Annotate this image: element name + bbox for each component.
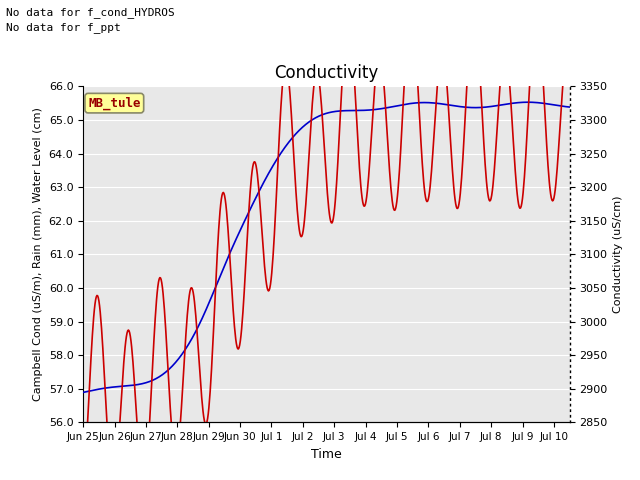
Y-axis label: Campbell Cond (uS/m), Rain (mm), Water Level (cm): Campbell Cond (uS/m), Rain (mm), Water L… bbox=[33, 108, 43, 401]
Text: No data for f_ppt: No data for f_ppt bbox=[6, 22, 121, 33]
Title: Conductivity: Conductivity bbox=[275, 64, 378, 82]
Text: MB_tule: MB_tule bbox=[88, 96, 141, 110]
Y-axis label: Conductivity (uS/cm): Conductivity (uS/cm) bbox=[613, 196, 623, 313]
Text: No data for f_cond_HYDROS: No data for f_cond_HYDROS bbox=[6, 7, 175, 18]
X-axis label: Time: Time bbox=[311, 448, 342, 461]
